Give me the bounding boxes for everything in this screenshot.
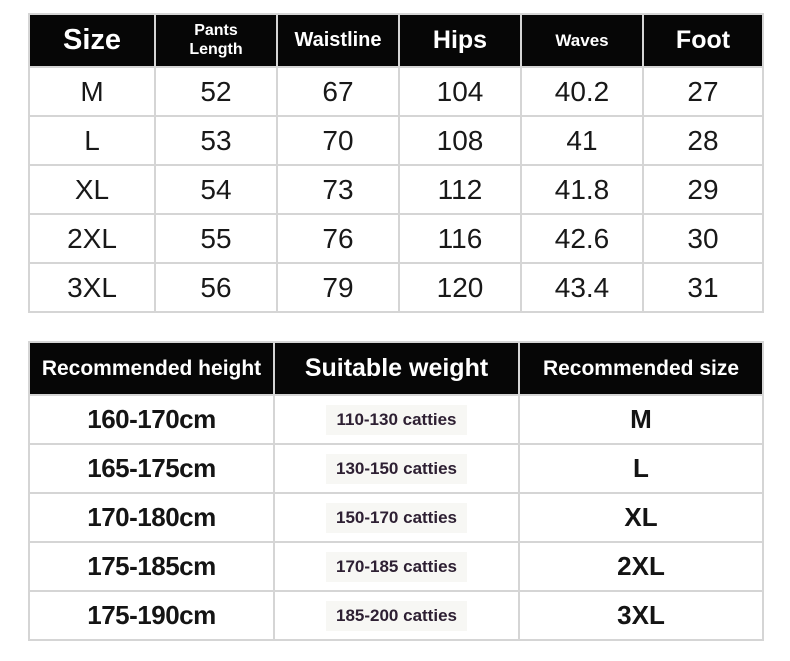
rec-row-xl: 170-180cm 150-170 catties XL [28, 492, 764, 543]
cell-size: L [28, 115, 156, 166]
cell-height: 175-185cm [28, 541, 275, 592]
cell-pants: 55 [154, 213, 278, 264]
header-recommended-size: Recommended size [518, 341, 764, 396]
recommendation-table: Recommended height Suitable weight Recom… [28, 341, 764, 641]
cell-height: 160-170cm [28, 394, 275, 445]
cell-weight: 130-150 catties [273, 443, 520, 494]
cell-waves: 41.8 [520, 164, 644, 215]
cell-foot: 27 [642, 66, 764, 117]
cell-foot: 29 [642, 164, 764, 215]
size-row-3xl: 3XL 56 79 120 43.4 31 [28, 262, 764, 313]
cell-weight-label: 150-170 catties [326, 502, 467, 533]
cell-waves: 43.4 [520, 262, 644, 313]
cell-weight: 185-200 catties [273, 590, 520, 641]
rec-row-l: 165-175cm 130-150 catties L [28, 443, 764, 494]
cell-pants: 53 [154, 115, 278, 166]
header-foot: Foot [642, 13, 764, 68]
cell-weight-label: 110-130 catties [326, 404, 467, 435]
cell-waist: 67 [276, 66, 400, 117]
cell-hips: 112 [398, 164, 522, 215]
cell-size: 2XL [28, 213, 156, 264]
cell-foot: 31 [642, 262, 764, 313]
header-waistline: Waistline [276, 13, 400, 68]
cell-weight-label: 170-185 catties [326, 551, 467, 582]
cell-pants: 52 [154, 66, 278, 117]
cell-size: XL [28, 164, 156, 215]
cell-hips: 120 [398, 262, 522, 313]
size-row-m: M 52 67 104 40.2 27 [28, 66, 764, 117]
rec-row-m: 160-170cm 110-130 catties M [28, 394, 764, 445]
cell-weight-label: 185-200 catties [326, 600, 467, 631]
cell-waist: 70 [276, 115, 400, 166]
cell-size: L [518, 443, 764, 494]
size-row-2xl: 2XL 55 76 116 42.6 30 [28, 213, 764, 264]
cell-height: 170-180cm [28, 492, 275, 543]
cell-size: 3XL [28, 262, 156, 313]
header-pants-length: Pants Length [154, 13, 278, 68]
header-hips: Hips [398, 13, 522, 68]
rec-table-header-row: Recommended height Suitable weight Recom… [28, 341, 764, 396]
cell-foot: 28 [642, 115, 764, 166]
header-pants-length-label: Pants Length [189, 21, 243, 58]
cell-pants: 54 [154, 164, 278, 215]
cell-weight: 150-170 catties [273, 492, 520, 543]
header-recommended-height: Recommended height [28, 341, 275, 396]
size-row-l: L 53 70 108 41 28 [28, 115, 764, 166]
rec-row-2xl: 175-185cm 170-185 catties 2XL [28, 541, 764, 592]
cell-weight: 110-130 catties [273, 394, 520, 445]
header-suitable-weight: Suitable weight [273, 341, 520, 396]
cell-hips: 108 [398, 115, 522, 166]
cell-size: 2XL [518, 541, 764, 592]
cell-size: M [518, 394, 764, 445]
cell-waist: 79 [276, 262, 400, 313]
cell-size: 3XL [518, 590, 764, 641]
cell-height: 175-190cm [28, 590, 275, 641]
header-size: Size [28, 13, 156, 68]
cell-pants: 56 [154, 262, 278, 313]
rec-row-3xl: 175-190cm 185-200 catties 3XL [28, 590, 764, 641]
size-row-xl: XL 54 73 112 41.8 29 [28, 164, 764, 215]
cell-height: 165-175cm [28, 443, 275, 494]
cell-hips: 104 [398, 66, 522, 117]
cell-waves: 42.6 [520, 213, 644, 264]
cell-weight-label: 130-150 catties [326, 453, 467, 484]
size-table-header-row: Size Pants Length Waistline Hips Waves F… [28, 13, 764, 68]
header-waves: Waves [520, 13, 644, 68]
cell-weight: 170-185 catties [273, 541, 520, 592]
cell-size: M [28, 66, 156, 117]
cell-waves: 41 [520, 115, 644, 166]
size-measurements-table: Size Pants Length Waistline Hips Waves F… [28, 13, 764, 313]
cell-waist: 73 [276, 164, 400, 215]
cell-waist: 76 [276, 213, 400, 264]
cell-size: XL [518, 492, 764, 543]
cell-hips: 116 [398, 213, 522, 264]
cell-waves: 40.2 [520, 66, 644, 117]
cell-foot: 30 [642, 213, 764, 264]
